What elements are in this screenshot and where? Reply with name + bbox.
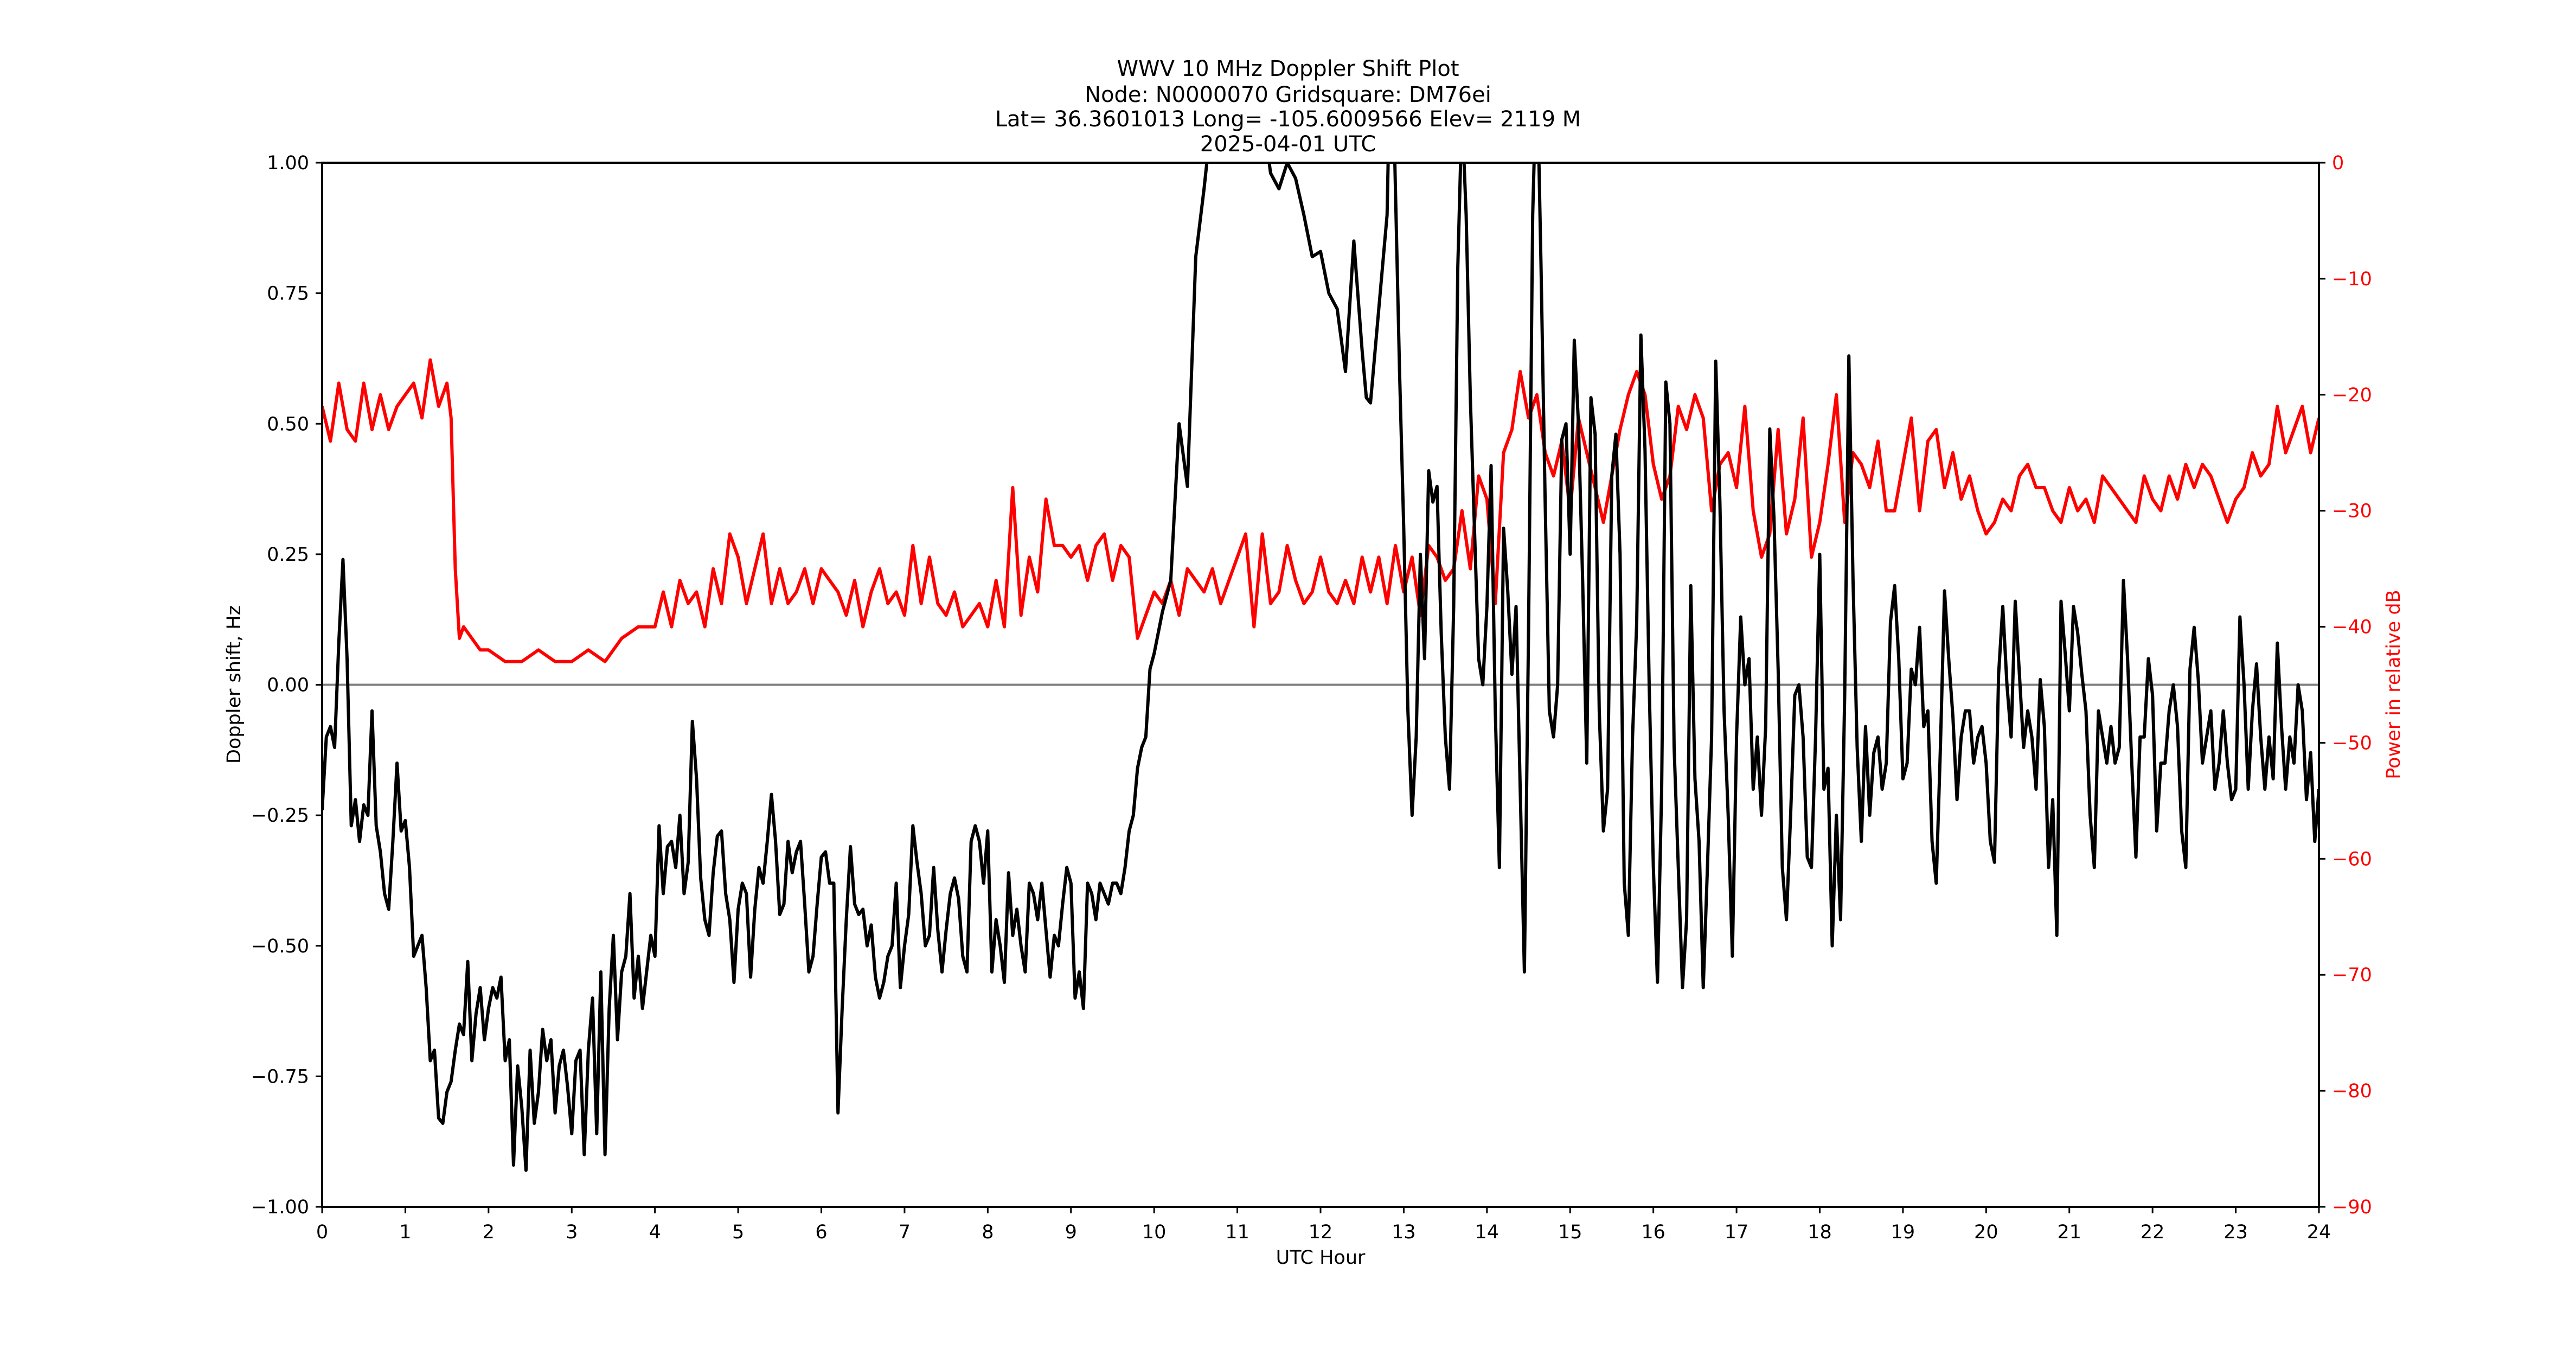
y2-tick-label: −80 (2332, 1080, 2372, 1102)
x-tick-label: 11 (1225, 1221, 1249, 1243)
x-tick-label: 1 (399, 1221, 411, 1243)
x-tick-label: 16 (1641, 1221, 1665, 1243)
y2-tick-label: −20 (2332, 385, 2372, 406)
y2-tick-label: −40 (2332, 617, 2372, 638)
x-tick-label: 4 (649, 1221, 661, 1243)
x-tick-label: 15 (1558, 1221, 1582, 1243)
x-tick-label: 14 (1475, 1221, 1500, 1243)
x-tick-label: 5 (732, 1221, 744, 1243)
y2-tick-label: −70 (2332, 964, 2372, 986)
y-axis-label: Doppler shift, Hz (223, 605, 245, 764)
y2-tick-label: −10 (2332, 268, 2372, 290)
x-tick-label: 24 (2307, 1221, 2331, 1243)
y-tick-label: −0.25 (251, 805, 309, 827)
y2-tick-label: −90 (2332, 1197, 2372, 1218)
y-tick-label: 0.50 (267, 413, 309, 435)
x-tick-label: 3 (566, 1221, 578, 1243)
x-tick-label: 22 (2141, 1221, 2165, 1243)
y-axis-left: 1.00 0.75 0.50 0.25 0.00 −0.25 −0.50 −0.75 −1.00 (251, 152, 322, 1218)
y-tick-label: −0.50 (251, 936, 309, 957)
x-axis-label: UTC Hour (1276, 1247, 1366, 1269)
y2-axis-label: Power in relative dB (2383, 590, 2405, 779)
x-tick-label: 10 (1142, 1221, 1167, 1243)
chart-title: WWV 10 MHz Doppler Shift Plot (1117, 56, 1459, 81)
y-tick-label: 0.25 (267, 544, 309, 566)
x-axis: 0 1 2 3 4 5 6 7 8 9 10 11 12 13 14 15 16 17 18 19 20 21 22 23 24 (316, 1207, 2331, 1243)
y2-tick-label: −60 (2332, 848, 2372, 870)
series-layer (322, 163, 2319, 1172)
x-tick-label: 21 (2057, 1221, 2081, 1243)
x-tick-label: 9 (1065, 1221, 1077, 1243)
chart-subtitle-node: Node: N0000070 Gridsquare: DM76ei (1085, 82, 1491, 107)
x-tick-label: 12 (1309, 1221, 1333, 1243)
chart-subtitle-location: Lat= 36.3601013 Long= -105.6009566 Elev=… (995, 107, 1581, 132)
x-tick-label: 23 (2223, 1221, 2248, 1243)
chart-subtitle-date: 2025-04-01 UTC (1200, 132, 1376, 157)
y-axis-right: 0 −10 −20 −30 −40 −50 −60 −70 −80 −90 (2319, 152, 2372, 1218)
y2-tick-label: −50 (2332, 732, 2372, 754)
y-tick-label: 0.00 (267, 675, 309, 696)
y-tick-label: −0.75 (251, 1066, 309, 1088)
x-tick-label: 7 (899, 1221, 911, 1243)
x-tick-label: 0 (316, 1221, 328, 1243)
x-tick-label: 6 (815, 1221, 827, 1243)
x-tick-label: 2 (483, 1221, 495, 1243)
x-tick-label: 13 (1392, 1221, 1416, 1243)
y-tick-label: −1.00 (251, 1197, 309, 1218)
y-tick-label: 1.00 (267, 152, 309, 174)
x-tick-label: 17 (1725, 1221, 1749, 1243)
x-tick-label: 19 (1891, 1221, 1915, 1243)
power-series-line (322, 358, 2319, 663)
x-tick-label: 18 (1808, 1221, 1832, 1243)
y-tick-label: 0.75 (267, 283, 309, 305)
y2-tick-label: 0 (2332, 152, 2344, 174)
y2-tick-label: −30 (2332, 501, 2372, 522)
doppler-series-line (322, 163, 2319, 1172)
x-tick-label: 20 (1974, 1221, 1998, 1243)
x-tick-label: 8 (982, 1221, 994, 1243)
